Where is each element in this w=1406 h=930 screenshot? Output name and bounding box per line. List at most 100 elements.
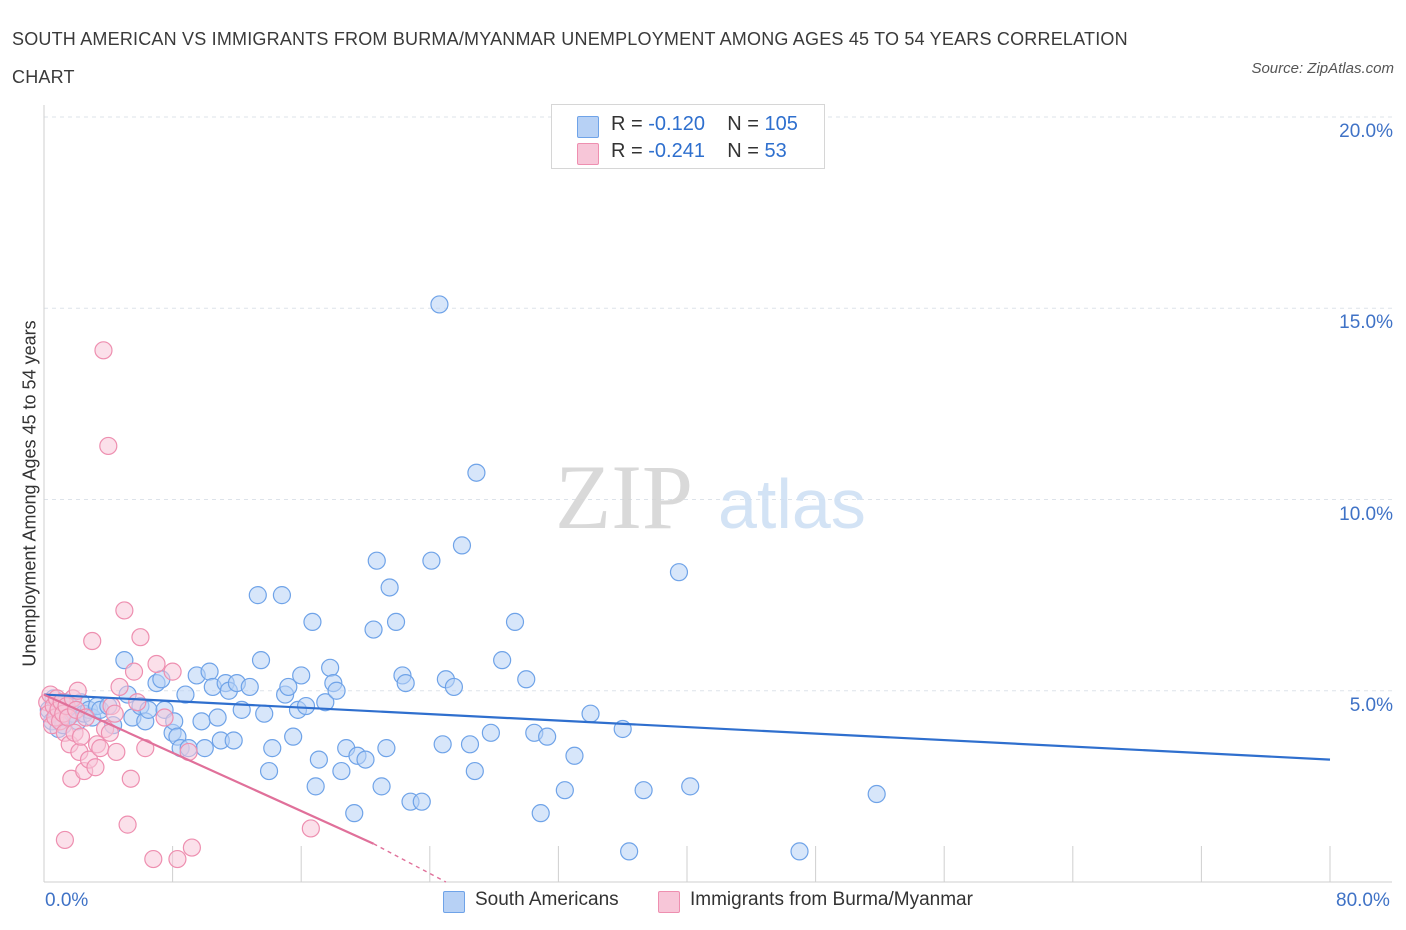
burma-point xyxy=(83,631,102,651)
burma-point xyxy=(182,838,201,857)
south-american-point xyxy=(255,704,274,723)
south-american-point xyxy=(377,739,396,758)
trend-line-burma-extension xyxy=(373,843,447,883)
south-american-point xyxy=(263,739,282,758)
legend-swatch-blue xyxy=(577,116,599,138)
south-american-point xyxy=(240,677,259,697)
watermark-zip: ZIP xyxy=(555,446,693,548)
south-american-point xyxy=(321,658,340,677)
legend-swatch-pink xyxy=(577,143,599,165)
legend-r-label: R = xyxy=(611,113,643,135)
x-tick-label-min: 0.0% xyxy=(45,890,89,911)
x-tick-label-max: 80.0% xyxy=(1336,890,1390,911)
south-american-point xyxy=(279,677,298,697)
legend-swatch-pink xyxy=(658,891,680,913)
south-american-point xyxy=(380,578,399,597)
y-tick-label: 15.0% xyxy=(1339,312,1393,334)
y-axis-title: Unemployment Among Ages 45 to 54 years xyxy=(19,320,40,667)
burma-point xyxy=(94,341,113,360)
grid-lines xyxy=(44,116,1392,692)
burma-point xyxy=(91,739,110,758)
legend-n-value: 105 xyxy=(764,113,798,135)
south-american-point xyxy=(386,612,406,632)
burma-point xyxy=(115,601,134,620)
south-american-point xyxy=(224,731,243,750)
source-label: Source: ZipAtlas.com xyxy=(1251,60,1394,77)
south-american-point xyxy=(208,708,227,727)
y-tick-label: 5.0% xyxy=(1349,694,1393,716)
south-american-point xyxy=(634,781,653,800)
south-american-point xyxy=(306,777,325,796)
legend-n-value: 53 xyxy=(764,140,787,162)
axes xyxy=(43,105,1392,883)
south-american-point xyxy=(867,784,886,804)
south-american-point xyxy=(412,792,431,811)
south-american-point xyxy=(303,612,322,632)
south-american-point xyxy=(292,666,311,685)
burma-points xyxy=(38,341,320,869)
south-american-point xyxy=(200,662,219,681)
burma-point xyxy=(110,677,129,697)
south-american-point xyxy=(345,804,364,823)
burma-point xyxy=(118,815,137,834)
south-american-point xyxy=(465,761,484,781)
trend-line-south-americans xyxy=(43,693,1331,761)
burma-point xyxy=(124,662,144,681)
legend-label-south-americans: South Americans xyxy=(475,889,619,910)
south-american-point xyxy=(620,842,639,861)
burma-point xyxy=(144,849,163,869)
burma-point xyxy=(71,727,91,746)
legend-label-burma: Immigrants from Burma/Myanmar xyxy=(690,889,973,910)
watermark-atlas: atlas xyxy=(718,465,866,543)
south-american-point xyxy=(396,673,415,693)
south-american-point xyxy=(460,735,480,754)
y-tick-label: 10.0% xyxy=(1339,503,1393,525)
south-american-point xyxy=(356,750,375,769)
burma-point xyxy=(128,693,147,712)
south-american-point xyxy=(681,777,700,796)
south-american-point xyxy=(565,746,584,765)
burma-point xyxy=(301,819,320,838)
legend-swatch-blue xyxy=(443,891,465,913)
south-american-point xyxy=(251,651,271,670)
south-american-point xyxy=(422,551,441,570)
south-american-point xyxy=(316,693,335,712)
south-american-point xyxy=(195,739,214,758)
burma-point xyxy=(107,742,126,762)
burma-point xyxy=(99,436,118,456)
legend-r-value: -0.120 xyxy=(648,113,705,135)
south-american-point xyxy=(192,712,211,731)
burma-point xyxy=(155,708,174,727)
south-american-point xyxy=(367,551,386,570)
burma-point xyxy=(147,654,166,674)
correlation-legend: R = -0.120 N = 105 R = -0.241 N = 53 xyxy=(551,104,825,169)
south-american-point xyxy=(444,677,464,697)
south-american-point xyxy=(517,670,536,689)
south-american-point xyxy=(176,685,195,704)
south-american-point xyxy=(364,620,383,639)
south-american-point xyxy=(430,295,449,314)
trend-line-burma xyxy=(43,693,374,845)
south-american-point xyxy=(452,536,472,555)
legend-n-label: N = xyxy=(727,140,759,162)
south-american-point xyxy=(790,842,809,861)
south-american-point xyxy=(467,463,486,482)
watermark: ZIP atlas xyxy=(555,446,866,548)
south-american-point xyxy=(538,727,557,746)
south-american-point xyxy=(581,704,600,723)
south-american-point xyxy=(493,651,512,670)
legend-n-label: N = xyxy=(727,113,759,135)
south-american-point xyxy=(531,804,550,823)
south-american-point xyxy=(284,727,303,746)
south-american-point xyxy=(259,761,279,781)
south-americans-points xyxy=(39,295,886,861)
south-american-point xyxy=(296,696,316,716)
south-american-point xyxy=(248,586,267,605)
burma-point xyxy=(105,704,124,723)
legend-r-label: R = xyxy=(611,140,643,162)
south-american-point xyxy=(555,781,574,800)
burma-point xyxy=(163,662,182,681)
burma-point xyxy=(131,628,150,647)
south-american-point xyxy=(505,612,525,632)
